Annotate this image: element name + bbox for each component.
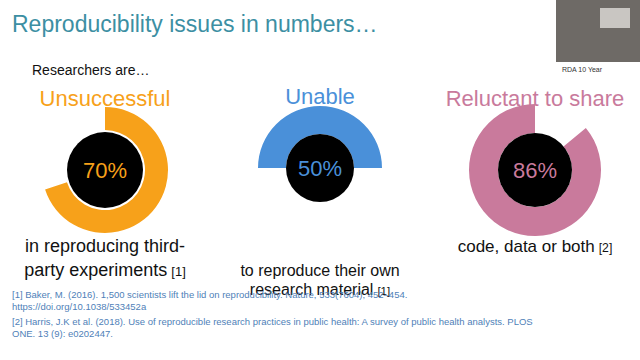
reference-marker: [1] (171, 264, 185, 279)
value-label: 70% (83, 158, 127, 183)
gauge-title: Unable (285, 84, 355, 109)
caption-line: code, data or both (458, 237, 595, 256)
gauge: Reluctant to share86%code, data or both[… (446, 86, 625, 256)
reference: https://doi.org/10.1038/533452a (12, 301, 147, 312)
caption-line: in reproducing third- (25, 236, 185, 256)
gauge-arc (469, 104, 601, 236)
marks (45, 107, 168, 233)
subtitle: Researchers are… (32, 62, 150, 78)
reference: [1] Baker, M. (2016). 1,500 scientists l… (12, 289, 407, 300)
value-label: 50% (298, 156, 342, 181)
video-screen (600, 8, 630, 28)
reference: ONE. 13 (9): e0202447. (12, 328, 113, 339)
gauge: Unable50%to reproduce their ownresearch … (240, 84, 399, 298)
gauge-arc (45, 107, 168, 233)
caption: in reproducing third- (25, 236, 185, 256)
reference: [2] Harris, J.K et al. (2018). Use of re… (12, 316, 533, 327)
caption: party experiments [1] (24, 260, 185, 280)
caption: to reproduce their own (240, 262, 399, 279)
marks (469, 104, 601, 236)
caption-line: party experiments (24, 260, 167, 280)
gauge-core (498, 133, 572, 207)
title: Reproducibility issues in numbers… (12, 11, 378, 37)
gauge-core (67, 132, 143, 208)
gauge-core (286, 134, 354, 202)
background (0, 0, 640, 360)
caption: code, data or both [2] (458, 237, 613, 256)
value-label: 86% (513, 158, 557, 183)
gauge: Unsuccessful70%in reproducing third-part… (24, 86, 185, 280)
reference-marker: [2] (599, 241, 613, 255)
slide: RDA 10 Year Reproducibility issues in num… (0, 0, 640, 360)
video-overlay (556, 0, 640, 62)
overlay-text: RDA 10 Year (562, 66, 603, 73)
caption-line: to reproduce their own (240, 262, 399, 279)
